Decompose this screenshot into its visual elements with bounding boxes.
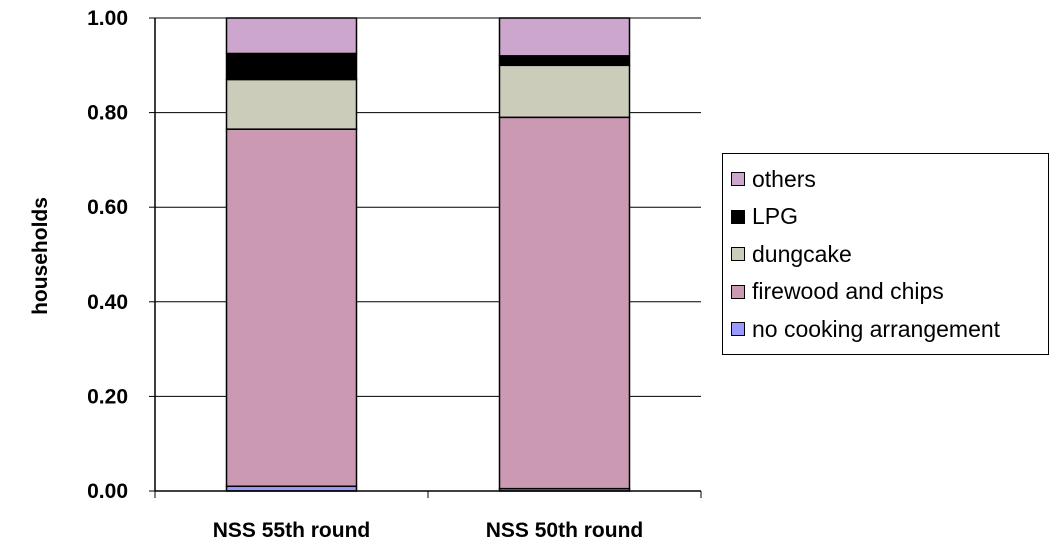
- bar-segment-firewood-and-chips: [498, 116, 631, 490]
- y-axis-title: households: [29, 197, 52, 315]
- bar-segment-dungcake: [225, 78, 358, 130]
- y-tick-label: 0.40: [87, 291, 128, 314]
- legend-item: others: [731, 164, 816, 194]
- y-tick-label: 1.00: [87, 7, 128, 30]
- tick-labels: 0.00 0.20 0.40 0.60 0.80 1.00 NSS 55th round NS…: [87, 7, 643, 542]
- x-tick-label: NSS 55th round: [213, 519, 371, 542]
- legend-swatch: [731, 209, 745, 224]
- legend: others LPG dungcake firewood and chips no co…: [722, 153, 1049, 355]
- legend-label: dungcake: [752, 240, 852, 267]
- y-tick-label: 0.80: [87, 102, 128, 125]
- bar-segment-lpg: [498, 55, 631, 67]
- bars: [225, 17, 631, 492]
- legend-swatch: [731, 172, 745, 186]
- legend-item: no cooking arrangement: [731, 314, 1000, 344]
- y-tick-label: 0.00: [87, 480, 128, 503]
- legend-item: LPG: [731, 202, 798, 232]
- legend-item: dungcake: [731, 239, 852, 269]
- legend-swatch: [731, 322, 745, 336]
- bar-segment-dungcake: [498, 64, 631, 119]
- legend-item: firewood and chips: [731, 277, 944, 307]
- y-tick-label: 0.20: [87, 385, 128, 408]
- bar-segment-lpg: [225, 52, 358, 81]
- axes: [149, 17, 702, 498]
- bar-segment-others: [498, 17, 631, 57]
- legend-swatch: [731, 247, 745, 261]
- legend-swatch: [731, 284, 745, 299]
- legend-label: no cooking arrangement: [752, 315, 1001, 342]
- x-tick-label: NSS 50th round: [486, 519, 644, 542]
- y-tick-label: 0.60: [87, 196, 128, 219]
- legend-label: others: [752, 165, 816, 192]
- legend-label: LPG: [752, 203, 799, 229]
- bar-segment-others: [225, 17, 358, 55]
- bar-segment-firewood-and-chips: [225, 128, 358, 488]
- legend-label: firewood and chips: [752, 278, 944, 304]
